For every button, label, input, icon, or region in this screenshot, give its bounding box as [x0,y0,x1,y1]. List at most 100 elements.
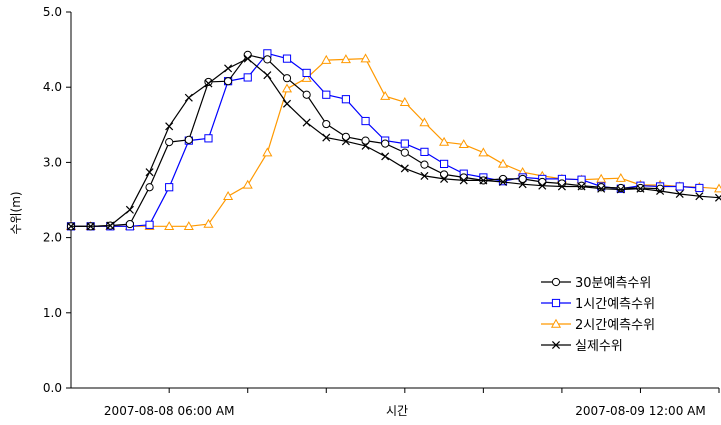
data-point [420,160,429,169]
data-point [361,116,370,126]
data-point [165,137,174,147]
x-tick-label: 2007-08-09 12:00 AM [575,404,706,418]
y-tick-label: 2.0 [43,231,62,245]
data-point [242,179,253,189]
data-point [497,158,509,168]
data-point [301,72,312,82]
data-point [616,183,625,193]
data-point [183,221,194,231]
data-point [479,176,488,185]
data-point [518,174,527,184]
data-point [204,79,213,88]
y-tick-label: 4.0 [43,80,62,94]
data-point [165,122,174,131]
data-point [381,152,390,161]
data-point [302,90,311,99]
legend-swatch-marker [550,318,562,328]
data-point [224,64,233,73]
legend-label: 2시간예측수위 [575,318,655,333]
legend-item: 1시간예측수위 [541,297,655,312]
data-point [125,205,134,214]
data-point [675,189,684,199]
data-point [577,182,586,191]
data-point [381,139,390,148]
data-point [263,55,272,64]
data-point [400,148,409,157]
data-point [458,139,469,149]
data-point [243,73,252,82]
data-point [341,95,351,104]
x-tick-label: 2007-08-08 06:00 AM [104,404,235,418]
data-point [656,186,665,196]
data-point [400,139,409,148]
data-point [86,222,95,231]
data-point [243,50,252,59]
data-point [440,174,449,183]
series-line [71,57,720,227]
data-point [204,77,213,87]
data-point [145,168,154,177]
data-point [145,183,154,192]
data-point [518,180,527,189]
y-tick-label: 0.0 [43,381,62,395]
legend-item: 2시간예측수위 [541,318,655,333]
data-point [302,68,311,78]
data-point [400,164,409,173]
data-point [106,221,115,230]
data-point [145,220,154,229]
data-point [263,71,272,80]
data-point [439,159,449,169]
data-point [243,54,252,63]
series-layer [65,49,721,231]
data-point [675,182,684,191]
data-point [164,221,175,231]
data-point [223,77,233,86]
y-axis-ticks: 0.0 1.0 2.0 3.0 4.0 5.0 [43,5,71,395]
data-point [203,218,214,228]
data-point [498,177,508,186]
data-point [538,177,547,187]
data-point [125,219,135,229]
data-point [597,183,606,192]
legend-label: 실제수위 [575,339,623,354]
data-point [713,183,721,193]
data-point [557,182,566,191]
data-point [321,54,332,64]
data-point [420,171,429,180]
data-point [439,136,450,146]
data-point [459,176,468,185]
series-1 [66,50,665,231]
data-point [223,191,234,200]
data-point [420,147,429,156]
data-point [360,53,371,63]
data-point [262,147,273,157]
y-axis-label: 수위(m) [9,191,23,234]
data-point [282,74,292,83]
series-line [71,57,720,227]
legend-item: 실제수위 [541,339,623,354]
x-axis-ticks: 2007-08-08 06:00 AM 2007-08-09 12:00 AM [104,388,720,418]
data-point [184,93,193,102]
legend-swatch-marker [551,340,561,350]
data-point [380,91,391,100]
axes [70,12,719,389]
legend-label: 30분예측수위 [575,276,651,291]
x-axis-label: 시간 [386,404,408,418]
data-point [322,90,331,99]
data-point [695,192,704,201]
series-4 [66,54,721,231]
y-tick-label: 1.0 [43,306,62,320]
data-point [322,119,331,129]
data-point [165,183,174,192]
data-point [184,135,193,144]
y-tick-label: 5.0 [43,5,62,19]
data-point [636,184,645,193]
legend-item: 30분예측수위 [541,276,651,291]
data-point [439,170,449,179]
data-point [302,118,311,127]
data-point [478,147,489,157]
data-point [282,99,292,108]
data-point [361,141,370,150]
data-point [399,97,410,106]
